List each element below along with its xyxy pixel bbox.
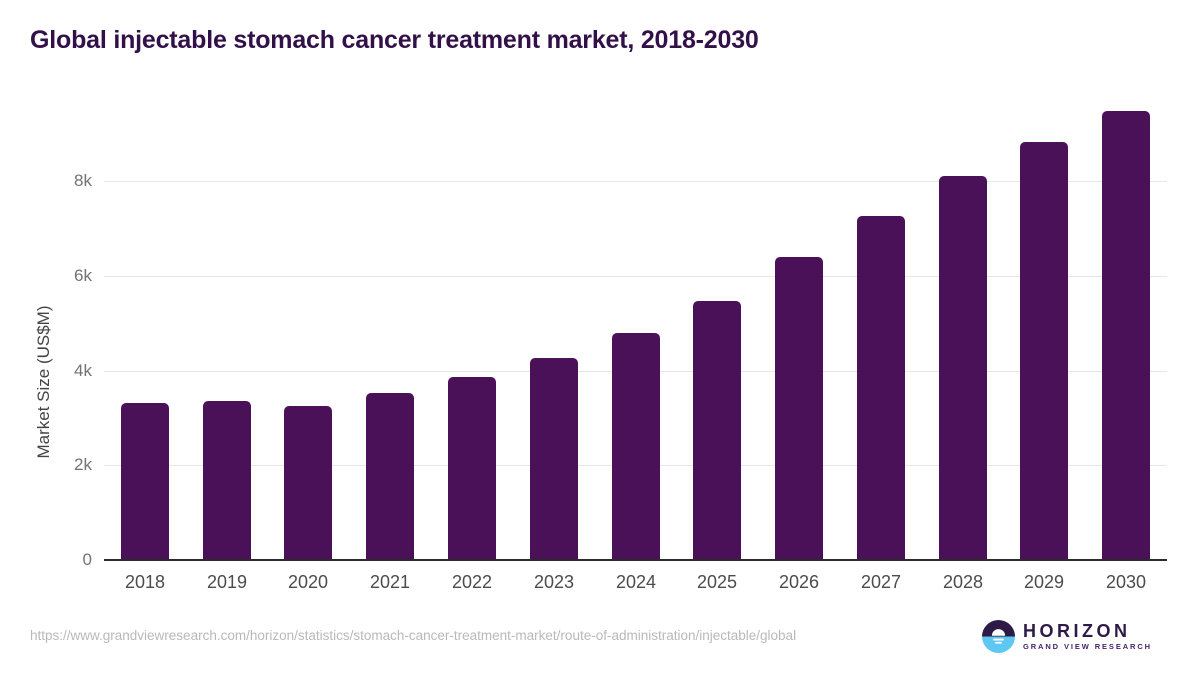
- x-axis-line: [104, 559, 1167, 561]
- bar-2026[interactable]: [775, 257, 823, 560]
- bar-2024[interactable]: [612, 333, 660, 560]
- gridline-8k: [104, 181, 1167, 182]
- bar-2028[interactable]: [939, 176, 987, 560]
- x-tick-2029: 2029: [1023, 572, 1065, 592]
- horizon-sun-icon: [981, 620, 1015, 653]
- x-tick-2022: 2022: [451, 572, 493, 592]
- source-url: https://www.grandviewresearch.com/horizo…: [30, 628, 797, 643]
- x-tick-2018: 2018: [124, 572, 166, 592]
- bar-2022[interactable]: [448, 377, 496, 560]
- y-tick-4k: 4k: [74, 361, 92, 380]
- x-tick-2021: 2021: [369, 572, 411, 592]
- x-tick-2019: 2019: [206, 572, 248, 592]
- gridline-6k: [104, 276, 1167, 277]
- y-tick-2k: 2k: [74, 455, 92, 474]
- bar-2021[interactable]: [366, 393, 414, 560]
- x-tick-2025: 2025: [696, 572, 738, 592]
- bar-2030[interactable]: [1102, 111, 1150, 560]
- brand-logo: HORIZON GRAND VIEW RESEARCH: [981, 620, 1152, 653]
- bar-2019[interactable]: [203, 401, 251, 560]
- bar-2027[interactable]: [857, 216, 905, 560]
- bar-2018[interactable]: [121, 403, 169, 560]
- chart-title: Global injectable stomach cancer treatme…: [30, 26, 759, 54]
- bar-2023[interactable]: [530, 358, 578, 560]
- bar-2020[interactable]: [284, 406, 332, 560]
- x-tick-2020: 2020: [287, 572, 329, 592]
- x-tick-2028: 2028: [942, 572, 984, 592]
- brand-subtitle: GRAND VIEW RESEARCH: [1022, 642, 1152, 652]
- y-tick-8k: 8k: [74, 171, 92, 190]
- x-tick-2030: 2030: [1105, 572, 1147, 592]
- bar-2025[interactable]: [693, 301, 741, 560]
- brand-name: HORIZON: [1022, 620, 1131, 641]
- x-tick-2023: 2023: [533, 572, 575, 592]
- x-tick-2027: 2027: [860, 572, 902, 592]
- bar-2029[interactable]: [1020, 142, 1068, 560]
- y-tick-6k: 6k: [74, 266, 92, 285]
- y-tick-0: 0: [82, 550, 92, 569]
- x-tick-2026: 2026: [778, 572, 820, 592]
- x-tick-2024: 2024: [615, 572, 657, 592]
